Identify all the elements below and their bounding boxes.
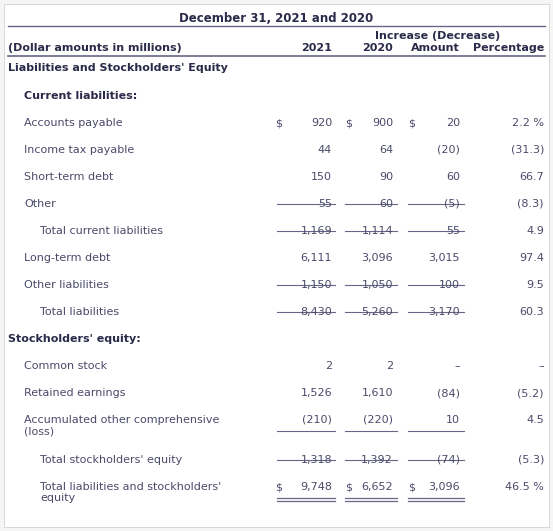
Text: 5,260: 5,260 — [361, 307, 393, 317]
Text: Long-term debt: Long-term debt — [24, 253, 111, 263]
Text: $: $ — [408, 482, 415, 492]
Text: 9,748: 9,748 — [300, 482, 332, 492]
Text: (Dollar amounts in millions): (Dollar amounts in millions) — [8, 43, 182, 53]
Text: $: $ — [408, 118, 415, 128]
Text: (20): (20) — [437, 145, 460, 155]
Text: Accounts payable: Accounts payable — [24, 118, 123, 128]
Text: 55: 55 — [318, 199, 332, 209]
Text: 46.5 %: 46.5 % — [505, 482, 544, 492]
Text: (210): (210) — [302, 415, 332, 425]
Text: Other liabilities: Other liabilities — [24, 280, 109, 290]
Text: Total current liabilities: Total current liabilities — [40, 226, 163, 236]
Text: Percentage: Percentage — [473, 43, 544, 53]
Text: Retained earnings: Retained earnings — [24, 388, 126, 398]
Text: 6,111: 6,111 — [300, 253, 332, 263]
Text: (74): (74) — [437, 455, 460, 465]
Text: 60.3: 60.3 — [519, 307, 544, 317]
Text: 150: 150 — [311, 172, 332, 182]
Text: 1,050: 1,050 — [362, 280, 393, 290]
Text: Current liabilities:: Current liabilities: — [24, 91, 137, 101]
Text: 1,526: 1,526 — [300, 388, 332, 398]
Text: Total liabilities and stockholders': Total liabilities and stockholders' — [40, 482, 221, 492]
Text: 6,652: 6,652 — [361, 482, 393, 492]
Text: (8.3): (8.3) — [518, 199, 544, 209]
Text: Stockholders' equity:: Stockholders' equity: — [8, 334, 141, 344]
Text: 900: 900 — [372, 118, 393, 128]
Text: Total liabilities: Total liabilities — [40, 307, 119, 317]
Text: 1,392: 1,392 — [361, 455, 393, 465]
Text: $: $ — [345, 118, 352, 128]
Text: 1,114: 1,114 — [361, 226, 393, 236]
Text: 3,096: 3,096 — [361, 253, 393, 263]
Text: (5.3): (5.3) — [518, 455, 544, 465]
Text: (5): (5) — [444, 199, 460, 209]
Text: December 31, 2021 and 2020: December 31, 2021 and 2020 — [179, 12, 374, 25]
Text: –: – — [539, 361, 544, 371]
Text: 3,096: 3,096 — [429, 482, 460, 492]
Text: 100: 100 — [439, 280, 460, 290]
Text: Short-term debt: Short-term debt — [24, 172, 113, 182]
Text: Income tax payable: Income tax payable — [24, 145, 134, 155]
Text: 64: 64 — [379, 145, 393, 155]
Text: (84): (84) — [437, 388, 460, 398]
FancyBboxPatch shape — [4, 4, 549, 527]
Text: Liabilities and Stockholders' Equity: Liabilities and Stockholders' Equity — [8, 63, 228, 73]
Text: (5.2): (5.2) — [518, 388, 544, 398]
Text: 90: 90 — [379, 172, 393, 182]
Text: Amount: Amount — [411, 43, 460, 53]
Text: (220): (220) — [363, 415, 393, 425]
Text: 2021: 2021 — [301, 43, 332, 53]
Text: –: – — [455, 361, 460, 371]
Text: 920: 920 — [311, 118, 332, 128]
Text: 1,610: 1,610 — [362, 388, 393, 398]
Text: 2: 2 — [325, 361, 332, 371]
Text: (loss): (loss) — [24, 426, 54, 436]
Text: 1,150: 1,150 — [300, 280, 332, 290]
Text: Accumulated other comprehensive: Accumulated other comprehensive — [24, 415, 220, 425]
Text: 2: 2 — [386, 361, 393, 371]
Text: 2.2 %: 2.2 % — [512, 118, 544, 128]
Text: (31.3): (31.3) — [510, 145, 544, 155]
Text: 20: 20 — [446, 118, 460, 128]
Text: 4.5: 4.5 — [526, 415, 544, 425]
Text: $: $ — [275, 118, 282, 128]
Text: 60: 60 — [446, 172, 460, 182]
Text: 60: 60 — [379, 199, 393, 209]
Text: 66.7: 66.7 — [519, 172, 544, 182]
Text: 55: 55 — [446, 226, 460, 236]
Text: 4.9: 4.9 — [526, 226, 544, 236]
Text: 1,169: 1,169 — [300, 226, 332, 236]
Text: 44: 44 — [318, 145, 332, 155]
Text: Common stock: Common stock — [24, 361, 107, 371]
Text: Other: Other — [24, 199, 56, 209]
Text: 3,015: 3,015 — [429, 253, 460, 263]
Text: 1,318: 1,318 — [300, 455, 332, 465]
Text: 10: 10 — [446, 415, 460, 425]
Text: $: $ — [275, 482, 282, 492]
Text: 3,170: 3,170 — [429, 307, 460, 317]
Text: $: $ — [345, 482, 352, 492]
Text: 9.5: 9.5 — [526, 280, 544, 290]
Text: 97.4: 97.4 — [519, 253, 544, 263]
Text: Increase (Decrease): Increase (Decrease) — [375, 31, 500, 41]
Text: 8,430: 8,430 — [300, 307, 332, 317]
Text: 2020: 2020 — [362, 43, 393, 53]
Text: equity: equity — [40, 493, 75, 503]
Text: Total stockholders' equity: Total stockholders' equity — [40, 455, 182, 465]
